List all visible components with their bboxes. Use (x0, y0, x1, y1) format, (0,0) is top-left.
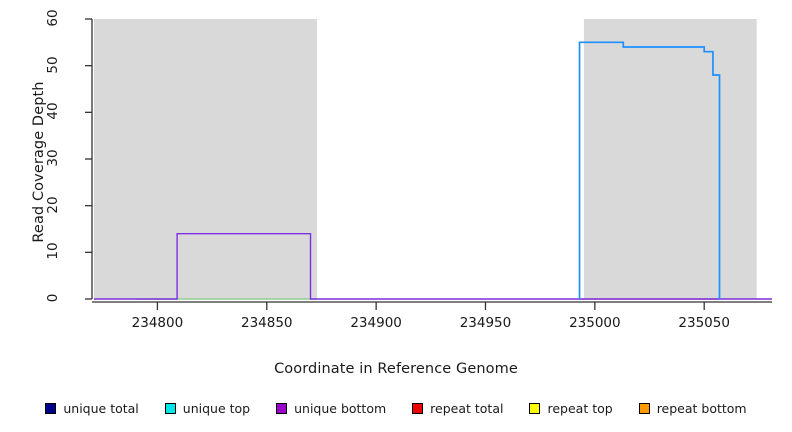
y-tick-label: 60 (45, 9, 61, 27)
x-tick-label: 235050 (678, 315, 730, 331)
legend-item[interactable]: unique bottom (276, 401, 386, 416)
legend-label: repeat top (547, 400, 613, 416)
legend-item[interactable]: unique total (45, 400, 139, 416)
legend-swatch-icon (412, 402, 424, 414)
legend-item[interactable]: repeat total (412, 401, 503, 416)
legend-label: repeat bottom (656, 400, 747, 416)
x-axis-title: Coordinate in Reference Genome (274, 361, 518, 377)
legend-label: unique top (182, 400, 251, 416)
legend-label: unique total (63, 400, 139, 416)
legend-swatch-icon (638, 402, 650, 414)
x-tick-label: 234800 (131, 315, 184, 331)
legend-swatch-icon (529, 402, 541, 414)
shaded-band (583, 19, 757, 299)
x-tick-label: 234850 (240, 315, 293, 331)
legend-label: unique bottom (294, 400, 387, 416)
series-unique-bottom (94, 232, 772, 300)
x-tick-label: 235000 (569, 315, 621, 331)
legend-item[interactable]: unique top (164, 400, 251, 416)
axis-lines-and-ticks (85, 18, 772, 310)
legend-swatch-icon (276, 402, 288, 414)
plot-area (85, 18, 772, 310)
x-tick-label: 234900 (350, 315, 402, 331)
shaded-regions (94, 19, 757, 299)
legend-label: repeat total (430, 400, 504, 416)
chart-legend: unique total unique top unique bottom repea… (0, 398, 792, 418)
legend-swatch-icon (45, 402, 57, 414)
legend-swatch-icon (164, 402, 176, 414)
legend-item[interactable]: repeat top (529, 400, 613, 416)
legend-item[interactable]: repeat bottom (638, 400, 747, 416)
shaded-band (94, 19, 318, 299)
coverage-series (94, 41, 772, 300)
x-tick-label: 234950 (459, 315, 512, 331)
series-repeat-total (578, 41, 721, 299)
